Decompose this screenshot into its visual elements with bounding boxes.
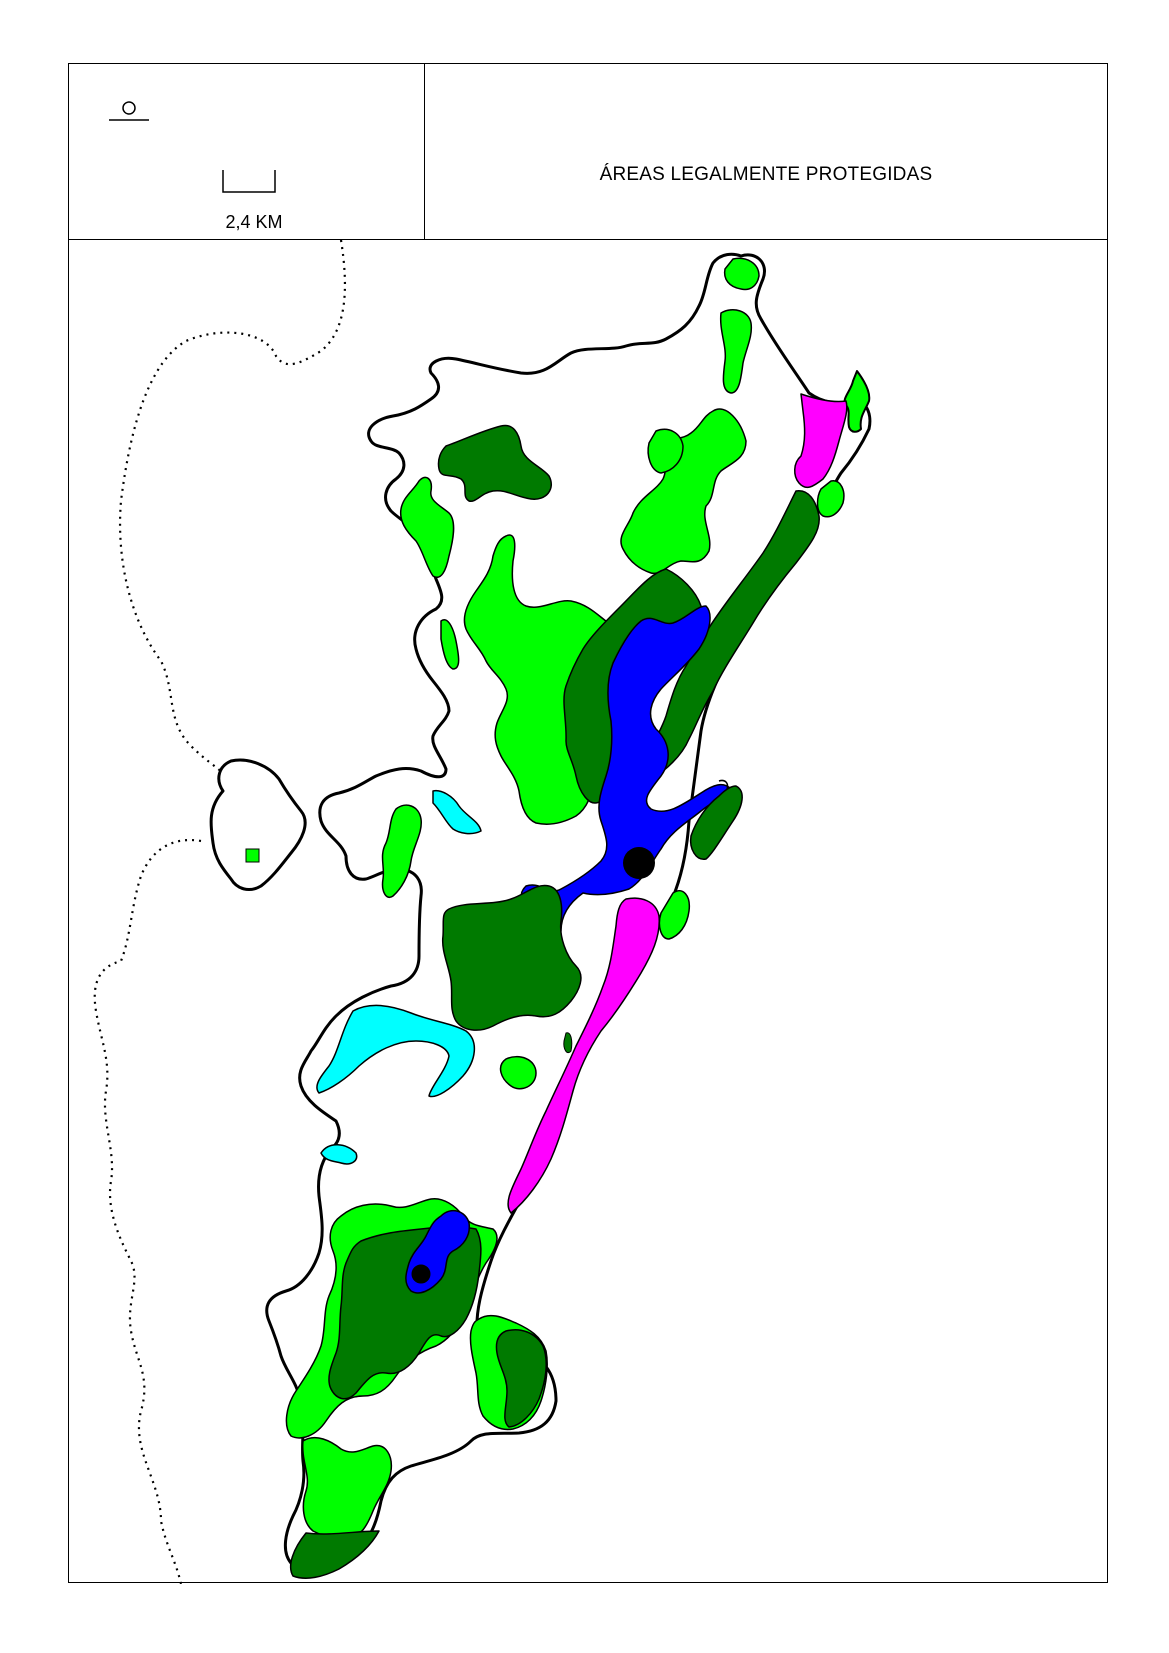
map-frame: 2,4 KM ÁREAS LEGALMENTE PROTEGIDAS [68, 63, 1109, 1585]
light-forest-north-west-strip [647, 428, 684, 474]
light-forest-mid-blob [499, 1055, 537, 1090]
mangrove-south [320, 1144, 358, 1165]
dense-forest-east-mid [689, 785, 743, 860]
map-canvas [69, 239, 1109, 1585]
island-map [93, 239, 872, 1585]
western-islet [209, 758, 307, 891]
light-forest-west-sliver [440, 619, 460, 670]
light-forest-south-lower [302, 1437, 393, 1541]
lagoon-marker [623, 847, 655, 879]
dense-forest-northwest [437, 424, 552, 502]
dense-forest-small [563, 1032, 573, 1054]
light-forest-north-finger [719, 309, 753, 394]
dense-forest-central [441, 884, 582, 1031]
mainland-coastline [93, 239, 347, 1585]
scale-label: 2,4 KM [225, 212, 283, 232]
dunes-central [507, 897, 660, 1214]
light-forest-west-mid [381, 804, 422, 898]
dense-forest-south-east [495, 1329, 547, 1428]
map-title: ÁREAS LEGALMENTE PROTEGIDAS [599, 164, 933, 185]
light-forest-east-mid [658, 890, 691, 940]
title-panel: ÁREAS LEGALMENTE PROTEGIDAS [425, 64, 1107, 240]
light-forest-west-coast [399, 476, 455, 578]
north-symbol-icon [109, 101, 149, 121]
dense-forest-south-tip [289, 1530, 380, 1579]
dunes-northeast [794, 393, 848, 489]
scale-bar-icon [222, 170, 276, 193]
light-forest-north-top [723, 257, 760, 291]
mangrove-central [316, 1004, 475, 1098]
lagoon-south-marker [411, 1264, 431, 1284]
islet-light-forest [245, 848, 260, 863]
legend-panel: 2,4 KM [69, 64, 425, 240]
mangrove-north [432, 789, 482, 835]
light-forest-northeast-patch [816, 480, 845, 518]
lagoon-channel [718, 779, 729, 790]
